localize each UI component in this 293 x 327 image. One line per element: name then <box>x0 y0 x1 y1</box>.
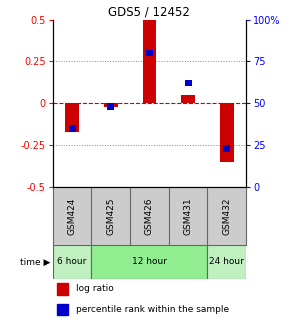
Text: GSM424: GSM424 <box>68 197 76 235</box>
Text: GSM431: GSM431 <box>184 197 193 235</box>
Title: GDS5 / 12452: GDS5 / 12452 <box>108 6 190 18</box>
Text: 12 hour: 12 hour <box>132 257 167 267</box>
Text: 6 hour: 6 hour <box>57 257 87 267</box>
Bar <box>143 20 156 103</box>
Bar <box>220 103 234 162</box>
Bar <box>181 95 195 103</box>
Text: log ratio: log ratio <box>76 284 114 293</box>
Bar <box>57 283 68 295</box>
Bar <box>57 304 68 316</box>
Bar <box>104 103 117 107</box>
Text: GSM425: GSM425 <box>106 197 115 235</box>
Bar <box>207 245 246 279</box>
Text: 24 hour: 24 hour <box>209 257 244 267</box>
Bar <box>185 80 192 86</box>
Text: percentile rank within the sample: percentile rank within the sample <box>76 305 229 314</box>
Text: GSM432: GSM432 <box>222 197 231 235</box>
Text: time ▶: time ▶ <box>21 257 51 267</box>
Bar <box>223 145 230 152</box>
Bar <box>69 125 76 131</box>
Bar <box>53 245 91 279</box>
Bar <box>107 103 114 110</box>
Bar <box>146 50 153 56</box>
Bar <box>91 245 207 279</box>
Text: GSM426: GSM426 <box>145 197 154 235</box>
Bar <box>65 103 79 131</box>
